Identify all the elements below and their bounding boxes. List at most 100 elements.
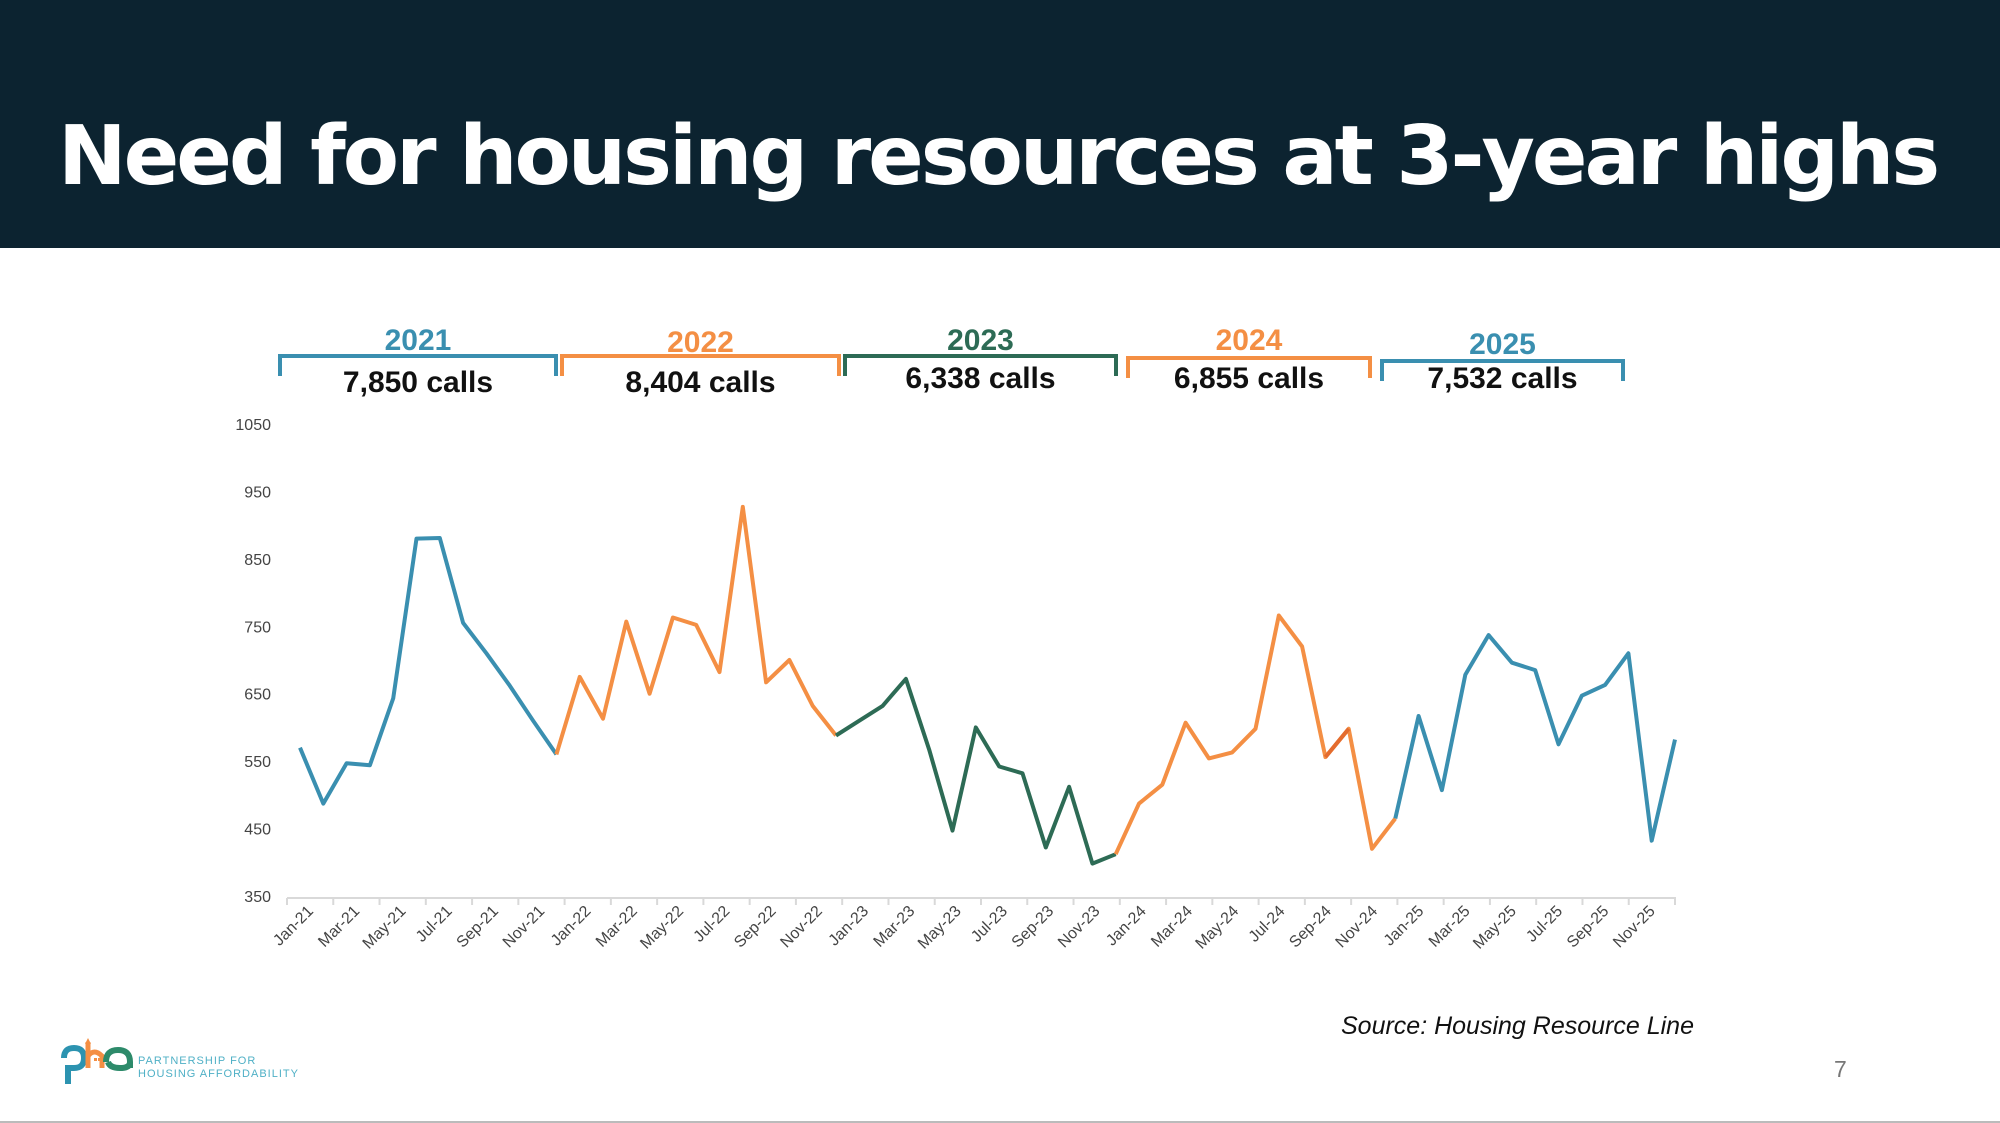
x-tick-label: Sep-23 [1009, 903, 1058, 952]
data-point [321, 802, 325, 806]
data-point [461, 621, 465, 625]
series-line-2024 [1113, 613, 1397, 856]
y-tick-label: 750 [244, 619, 271, 636]
logo-text: PARTNERSHIP FOR HOUSING AFFORDABILITY [138, 1055, 299, 1081]
data-point [974, 725, 978, 729]
data-point [1393, 816, 1397, 820]
year-call-count: 8,404 calls [625, 366, 776, 399]
data-point [904, 677, 908, 681]
data-point [1207, 756, 1211, 760]
series-line-2023 [834, 676, 1117, 866]
logo-line-1: PARTNERSHIP FOR [138, 1055, 257, 1067]
y-tick-label: 1050 [235, 417, 271, 434]
x-tick-label: Jul-23 [968, 903, 1011, 946]
y-tick-label: 450 [244, 822, 271, 839]
year-label: 2025 [1469, 328, 1536, 361]
x-tick-label: May-22 [637, 903, 687, 953]
data-point [1533, 668, 1537, 672]
x-tick-label: Nov-22 [777, 903, 826, 952]
x-tick-label: Nov-23 [1055, 903, 1104, 952]
year-bracket-2021 [278, 354, 558, 376]
data-point [1067, 785, 1071, 789]
x-tick-label: Jul-21 [413, 903, 456, 946]
year-call-count: 6,855 calls [1173, 362, 1325, 395]
data-point [1160, 783, 1164, 787]
x-tick-label: Jul-25 [1523, 903, 1566, 946]
year-bracket-2024 [1126, 356, 1372, 378]
data-point [787, 658, 791, 662]
data-point [1090, 862, 1094, 866]
y-tick-label: 650 [244, 687, 271, 704]
data-point [298, 746, 302, 750]
year-label: 2021 [384, 324, 452, 357]
series-line-2025 [1393, 633, 1677, 843]
data-point [1580, 694, 1584, 698]
x-tick-label: Jan-25 [1381, 903, 1428, 950]
data-point [811, 704, 815, 708]
title-banner: Need for housing resources at 3-year hig… [0, 0, 2000, 248]
data-point [1673, 738, 1677, 742]
x-tick-label: Jan-22 [548, 903, 595, 950]
y-tick-label: 950 [244, 484, 271, 501]
data-point [1044, 845, 1048, 849]
data-point [1487, 633, 1491, 637]
year-bracket-2023 [843, 354, 1118, 376]
x-tick-label: Jul-24 [1246, 903, 1289, 946]
data-point [1114, 852, 1118, 856]
x-tick-label: May-21 [360, 903, 410, 953]
data-point [415, 537, 419, 541]
series-line-2022 [554, 504, 838, 755]
data-point [554, 752, 558, 756]
x-tick-label: Mar-23 [871, 903, 919, 951]
year-bracket-2022 [560, 354, 841, 376]
data-point [368, 763, 372, 767]
series-highlight-segment [1323, 727, 1351, 759]
data-point [671, 616, 675, 620]
x-tick-label: Jul-22 [691, 903, 734, 946]
data-point [1440, 788, 1444, 792]
data-point [484, 651, 488, 655]
data-point [834, 734, 838, 738]
x-tick-label: Sep-25 [1564, 903, 1613, 952]
pha-logo-mark-icon [61, 1038, 133, 1084]
year-call-count: 6,338 calls [905, 362, 1056, 395]
data-point [1417, 714, 1421, 718]
x-tick-label: Nov-25 [1610, 903, 1659, 952]
x-tick-label: Mar-25 [1426, 903, 1474, 951]
data-point [1370, 847, 1374, 851]
x-tick-label: Nov-21 [500, 903, 549, 952]
data-point [1510, 661, 1514, 665]
x-tick-label: Jan-21 [270, 903, 317, 950]
data-point [997, 765, 1001, 769]
data-point [648, 692, 652, 696]
y-tick-label: 550 [244, 754, 271, 771]
series-line-2021 [298, 536, 559, 806]
data-point [345, 761, 349, 765]
data-point [624, 620, 628, 624]
year-call-count: 7,850 calls [342, 366, 494, 399]
x-tick-label: Jan-23 [826, 903, 873, 950]
data-point [1650, 839, 1654, 843]
data-point [508, 684, 512, 688]
data-point [531, 719, 535, 723]
x-tick-label: Jan-24 [1103, 903, 1150, 950]
data-point [1020, 771, 1024, 775]
data-point [1626, 651, 1630, 655]
logo-line-2: HOUSING AFFORDABILITY [138, 1068, 299, 1080]
data-point [881, 704, 885, 708]
x-tick-label: May-23 [915, 903, 965, 953]
year-label: 2024 [1215, 324, 1283, 357]
data-point [601, 717, 605, 721]
data-point [857, 719, 861, 723]
data-point [391, 696, 395, 700]
x-tick-label: May-24 [1193, 903, 1243, 953]
y-tick-label: 850 [244, 552, 271, 569]
x-tick-label: May-25 [1470, 903, 1520, 953]
data-point [1463, 673, 1467, 677]
data-point [717, 670, 721, 674]
slide-title: Need for housing resources at 3-year hig… [58, 109, 1940, 204]
x-tick-label: Sep-24 [1286, 903, 1335, 952]
data-point [741, 505, 745, 509]
data-point [1556, 742, 1560, 746]
data-point [1137, 802, 1141, 806]
